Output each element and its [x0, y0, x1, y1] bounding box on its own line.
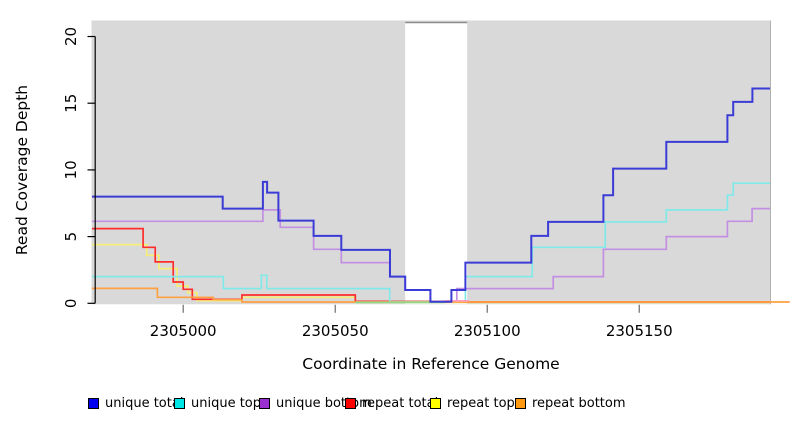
y-tick-label: 5	[62, 232, 80, 242]
masked-no-data-band	[405, 22, 468, 304]
legend-swatch-unique-total	[88, 398, 99, 409]
legend-label: repeat total	[362, 396, 439, 411]
y-axis-title: Read Coverage Depth	[13, 85, 31, 255]
y-tick-label: 0	[62, 299, 80, 309]
legend-swatch-repeat-total	[345, 398, 356, 409]
legend-swatch-unique-bottom	[259, 398, 270, 409]
legend-item-repeat-bottom: repeat bottom	[515, 396, 626, 411]
y-tick-label: 15	[62, 94, 80, 113]
legend-swatch-unique-top	[174, 398, 185, 409]
legend-swatch-repeat-bottom	[515, 398, 526, 409]
legend-item-unique-top: unique top	[174, 396, 261, 411]
legend-label: unique top	[191, 396, 262, 411]
y-tick-label: 20	[62, 27, 80, 46]
x-tick-label: 2305050	[302, 322, 369, 340]
legend-item-repeat-total: repeat total	[345, 396, 438, 411]
x-tick-label: 2305100	[454, 322, 521, 340]
x-tick-label: 2305150	[606, 322, 673, 340]
legend-item-repeat-top: repeat top	[430, 396, 515, 411]
y-tick-label: 10	[62, 160, 80, 179]
legend-swatch-repeat-top	[430, 398, 441, 409]
legend-label: repeat top	[447, 396, 515, 411]
series-line-unique-total	[92, 87, 770, 303]
chart-legend: unique total unique top unique bottom repea…	[0, 396, 792, 416]
x-tick-label: 2305000	[150, 322, 217, 340]
plot-area: 0 5 10 15 20 2305000 2305050 2305100 2305150	[62, 20, 790, 340]
x-axis-title: Coordinate in Reference Genome	[302, 355, 559, 373]
legend-label: unique total	[105, 396, 184, 411]
legend-label: repeat bottom	[532, 396, 626, 411]
legend-item-unique-total: unique total	[88, 396, 183, 411]
series-line-unique-top	[92, 182, 770, 303]
series-line-repeat-bottom	[92, 287, 790, 303]
